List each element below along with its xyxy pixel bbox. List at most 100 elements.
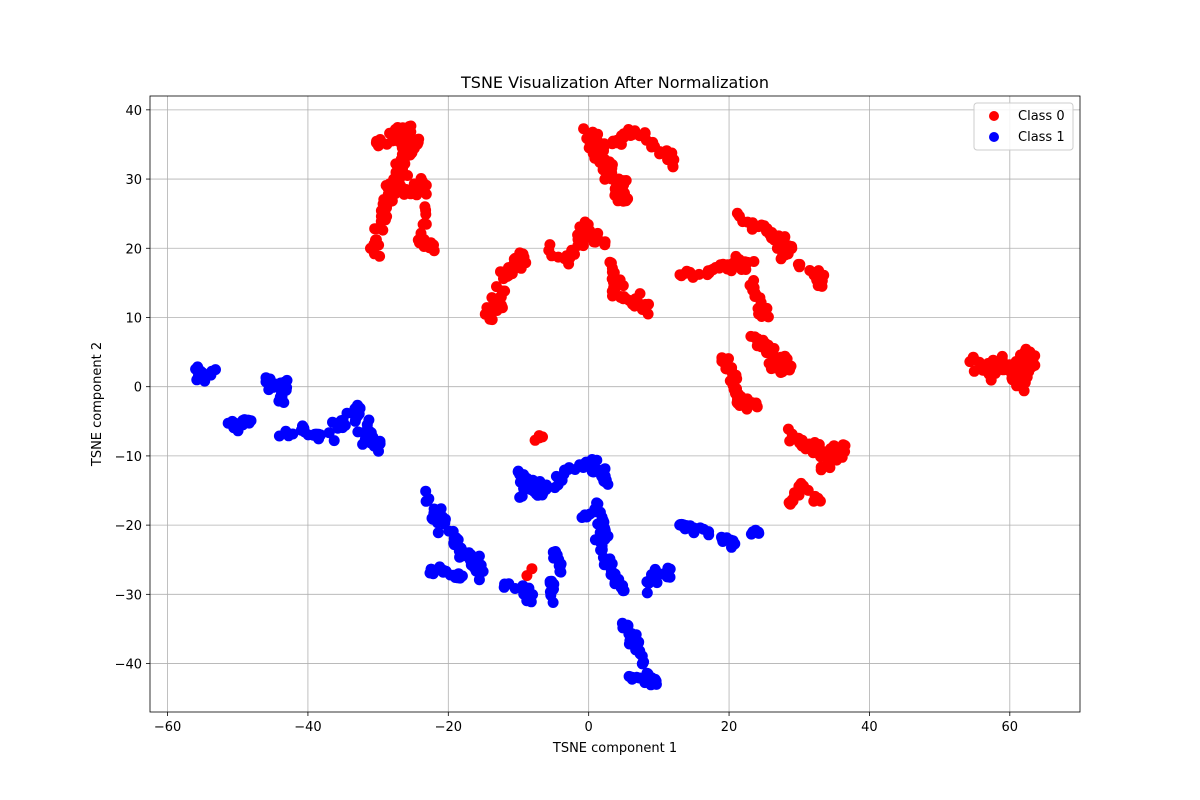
y-tick-label: −30 bbox=[115, 588, 142, 603]
point-class-1 bbox=[750, 524, 762, 536]
point-class-0 bbox=[730, 388, 741, 400]
point-class-0 bbox=[618, 187, 630, 199]
point-class-0 bbox=[403, 123, 415, 135]
point-class-0 bbox=[782, 423, 794, 435]
point-class-0 bbox=[807, 447, 819, 459]
scatter-points bbox=[190, 120, 1041, 691]
point-class-1 bbox=[580, 458, 592, 470]
point-class-0 bbox=[369, 223, 381, 235]
point-class-1 bbox=[451, 538, 463, 550]
point-class-0 bbox=[784, 364, 795, 376]
point-class-0 bbox=[370, 234, 381, 246]
point-class-1 bbox=[313, 428, 325, 440]
point-class-1 bbox=[604, 553, 616, 565]
point-class-1 bbox=[646, 569, 657, 581]
point-class-0 bbox=[784, 242, 795, 254]
x-tick-label: 40 bbox=[861, 720, 878, 735]
point-class-0 bbox=[761, 224, 773, 236]
point-class-0 bbox=[419, 217, 431, 229]
point-class-0 bbox=[601, 163, 613, 175]
point-class-1 bbox=[694, 522, 706, 534]
y-tick-label: 30 bbox=[125, 173, 142, 188]
point-class-1 bbox=[627, 633, 639, 645]
point-class-1 bbox=[515, 470, 527, 482]
point-class-0 bbox=[793, 489, 805, 501]
point-class-1 bbox=[470, 565, 482, 577]
legend-label-class-0: Class 0 bbox=[1018, 109, 1065, 124]
y-tick-label: 0 bbox=[134, 381, 142, 396]
point-class-0 bbox=[486, 314, 498, 326]
point-class-0 bbox=[617, 293, 629, 305]
point-class-0 bbox=[626, 298, 638, 310]
point-class-1 bbox=[514, 491, 526, 503]
y-tick-label: 40 bbox=[125, 104, 142, 119]
point-class-0 bbox=[969, 354, 981, 366]
point-class-0 bbox=[731, 207, 743, 219]
point-class-0 bbox=[607, 290, 618, 302]
point-class-0 bbox=[1018, 354, 1029, 365]
point-class-1 bbox=[323, 427, 335, 439]
legend-label-class-1: Class 1 bbox=[1018, 130, 1065, 145]
point-class-1 bbox=[637, 658, 649, 670]
point-class-1 bbox=[432, 527, 444, 539]
point-class-1 bbox=[195, 365, 207, 377]
point-class-1 bbox=[273, 430, 285, 442]
point-class-0 bbox=[408, 140, 420, 152]
point-class-1 bbox=[422, 495, 434, 507]
point-class-1 bbox=[352, 426, 364, 438]
point-class-0 bbox=[804, 265, 816, 276]
point-class-1 bbox=[555, 558, 567, 570]
point-class-1 bbox=[328, 435, 340, 447]
point-class-1 bbox=[437, 564, 449, 576]
y-axis-title: TSNE component 2 bbox=[90, 342, 105, 467]
point-class-1 bbox=[437, 511, 449, 523]
point-class-0 bbox=[1006, 374, 1018, 386]
legend-marker-class-0 bbox=[989, 111, 999, 121]
point-class-0 bbox=[395, 167, 406, 179]
point-class-0 bbox=[766, 232, 777, 244]
point-class-1 bbox=[651, 577, 663, 589]
point-class-0 bbox=[765, 363, 777, 375]
y-tick-label: −10 bbox=[115, 450, 142, 465]
point-class-0 bbox=[771, 242, 783, 254]
x-tick-label: 60 bbox=[1002, 720, 1019, 735]
point-class-1 bbox=[674, 519, 686, 530]
point-class-0 bbox=[985, 374, 997, 386]
x-axis-title: TSNE component 1 bbox=[552, 741, 677, 756]
point-class-1 bbox=[560, 464, 572, 476]
point-class-1 bbox=[347, 407, 359, 419]
point-class-1 bbox=[626, 673, 638, 685]
point-class-0 bbox=[537, 431, 548, 443]
point-class-0 bbox=[588, 236, 600, 248]
point-class-0 bbox=[813, 270, 825, 282]
point-class-1 bbox=[426, 565, 438, 577]
point-class-0 bbox=[420, 208, 432, 220]
point-class-1 bbox=[454, 569, 465, 581]
point-class-0 bbox=[365, 242, 376, 254]
point-class-0 bbox=[1020, 343, 1032, 355]
point-class-0 bbox=[788, 433, 799, 445]
point-class-0 bbox=[398, 188, 410, 200]
point-class-1 bbox=[473, 574, 485, 586]
point-class-0 bbox=[384, 127, 396, 139]
point-class-0 bbox=[716, 355, 728, 367]
y-tick-label: 20 bbox=[125, 242, 142, 257]
point-class-0 bbox=[737, 216, 749, 228]
point-class-0 bbox=[984, 358, 996, 369]
y-tick-label: −20 bbox=[115, 519, 142, 534]
point-class-1 bbox=[473, 550, 485, 562]
point-class-1 bbox=[569, 464, 581, 475]
point-class-0 bbox=[394, 159, 406, 171]
point-class-0 bbox=[398, 151, 410, 163]
point-class-0 bbox=[752, 333, 764, 345]
point-class-0 bbox=[415, 184, 427, 196]
point-class-1 bbox=[535, 488, 547, 499]
point-class-0 bbox=[639, 127, 651, 139]
point-class-0 bbox=[378, 210, 390, 222]
point-class-0 bbox=[749, 291, 761, 302]
point-class-1 bbox=[617, 585, 629, 597]
point-class-1 bbox=[273, 395, 285, 407]
point-class-0 bbox=[587, 126, 599, 138]
point-class-0 bbox=[796, 434, 808, 446]
point-class-0 bbox=[608, 267, 620, 279]
